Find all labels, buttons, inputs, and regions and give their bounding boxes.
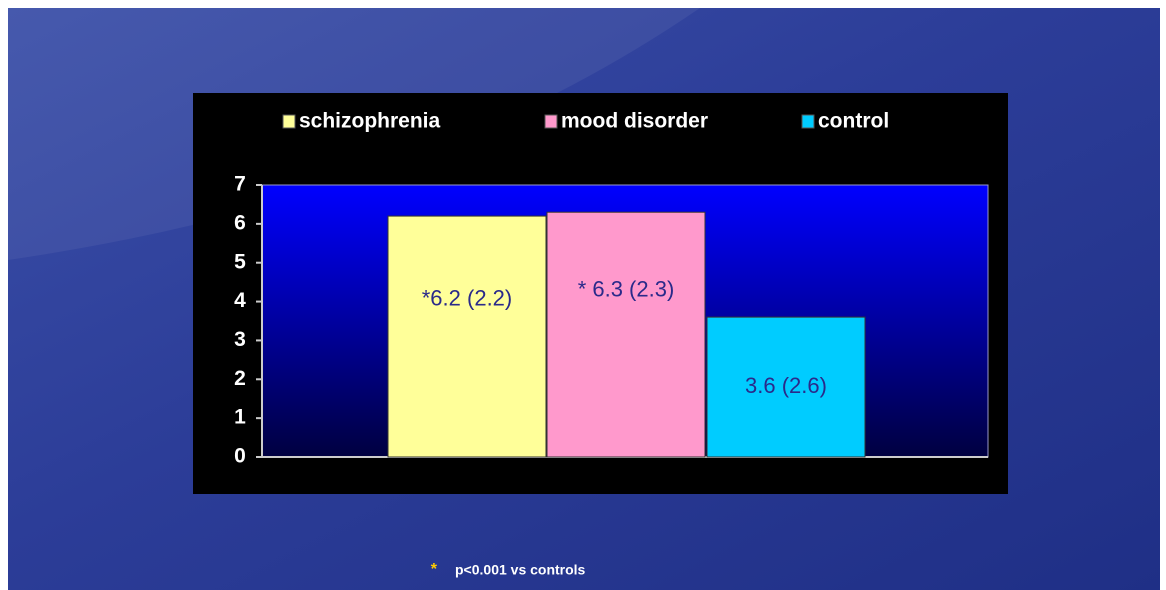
legend-swatch — [282, 114, 296, 129]
bar — [387, 215, 547, 458]
footnote-marker: * — [431, 561, 438, 578]
bar — [546, 211, 706, 458]
y-tick-label: 3 — [234, 328, 246, 351]
legend-label: mood disorder — [561, 110, 708, 133]
bar — [706, 316, 866, 458]
y-tick-label: 5 — [234, 250, 246, 273]
legend-swatch — [544, 114, 558, 129]
legend-swatch — [801, 114, 815, 129]
bar-label: *6.2 (2.2) — [422, 285, 513, 310]
y-tick-label: 6 — [234, 211, 246, 234]
marks: 0 1 2 3 4 5 6 7 *6.2 (2.2) * 6.3 (2.3) 3.6 (2.6) sc… — [234, 110, 988, 468]
legend-label: schizophrenia — [299, 110, 441, 133]
bar-label: * 6.3 (2.3) — [578, 276, 675, 301]
y-tick-label: 7 — [234, 173, 246, 196]
y-tick-label: 1 — [234, 406, 246, 429]
y-tick-label: 4 — [234, 289, 246, 312]
bar-label: 3.6 (2.6) — [745, 373, 827, 398]
y-tick-label: 0 — [234, 445, 246, 468]
y-tick-label: 2 — [234, 367, 246, 390]
footnote: p<0.001 vs controls — [455, 562, 586, 578]
legend-label: control — [818, 110, 889, 133]
